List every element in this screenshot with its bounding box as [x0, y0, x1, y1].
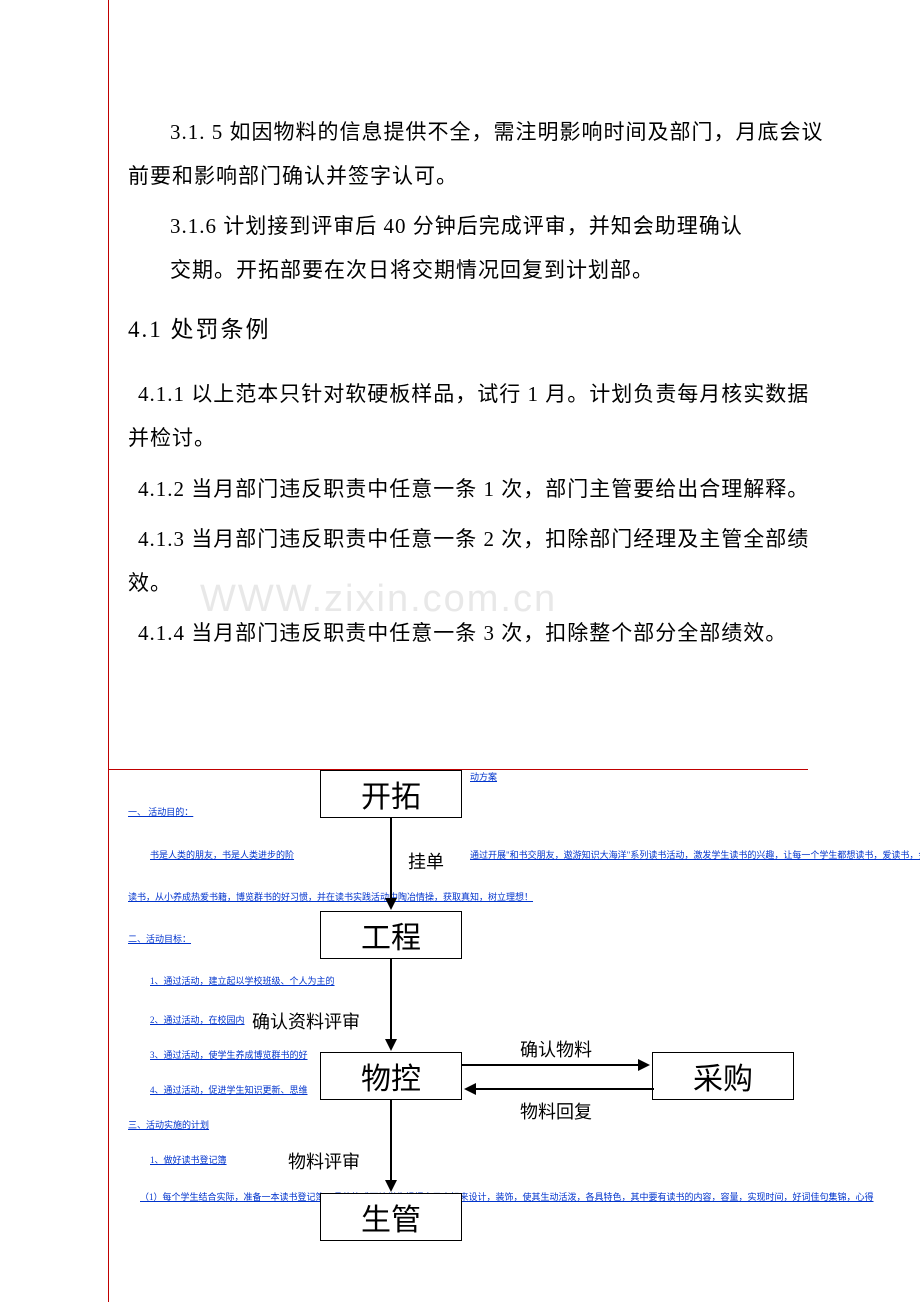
flow-label-guadan: 挂单 — [408, 848, 444, 874]
flow-node-kaituo-label: 开拓 — [361, 772, 421, 816]
flow-edge-5-arrow-icon — [385, 1180, 397, 1192]
flow-node-kaituo: 开拓 — [320, 770, 462, 818]
flow-edge-3-line — [462, 1064, 640, 1066]
flow-node-wukong-label: 物控 — [361, 1054, 421, 1098]
flow-node-shengguan-label: 生管 — [361, 1195, 421, 1239]
flow-edge-2-line — [390, 959, 392, 1041]
flow-edge-1-arrow-icon — [385, 898, 397, 910]
flow-label-wuliao-pingshen: 物料评审 — [288, 1148, 360, 1174]
flow-edge-4-arrow-icon — [464, 1083, 476, 1095]
flow-node-shengguan: 生管 — [320, 1193, 462, 1241]
flow-label-queren-ziliao: 确认资料评审 — [252, 1008, 360, 1034]
flow-node-caigou: 采购 — [652, 1052, 794, 1100]
flow-label-queren-wuliao: 确认物料 — [520, 1036, 592, 1062]
flow-edge-1-line — [390, 818, 392, 900]
flow-edge-2-arrow-icon — [385, 1039, 397, 1051]
flow-node-wukong: 物控 — [320, 1052, 462, 1100]
flowchart: 开拓 工程 物控 采购 生管 挂单 确认资料评审 确认物料 物料回复 — [0, 0, 920, 1302]
document-page: WWW.zixin.com.cn 3.1. 5 如因物料的信息提供不全，需注明影… — [0, 0, 920, 1302]
flow-node-gongcheng-label: 工程 — [361, 913, 421, 957]
flow-label-wuliao-huifu: 物料回复 — [520, 1098, 592, 1124]
flow-edge-3-arrow-icon — [638, 1059, 650, 1071]
flow-node-gongcheng: 工程 — [320, 911, 462, 959]
flow-edge-5-line — [390, 1100, 392, 1182]
flow-edge-4-line — [476, 1088, 654, 1090]
flow-node-caigou-label: 采购 — [693, 1054, 753, 1098]
